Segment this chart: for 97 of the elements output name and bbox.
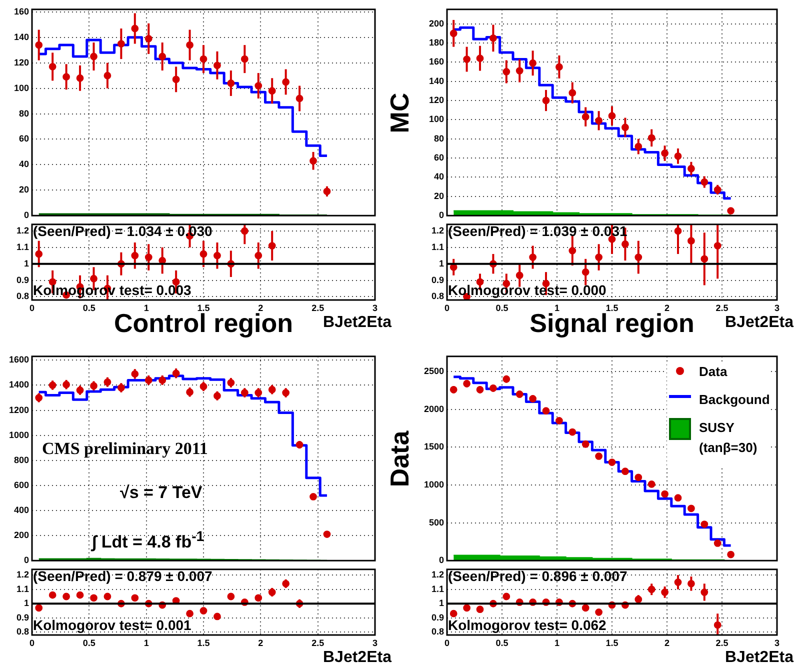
x-tick-label: 2.5	[716, 638, 728, 648]
x-tick-label: 3	[372, 302, 378, 313]
y-tick-label: 20	[434, 190, 444, 201]
legend-label: Data	[699, 363, 728, 381]
y-tick-label: 0	[24, 210, 29, 220]
x-tick-label: 0.5	[82, 638, 96, 648]
x-axis-title: BJet2Eta	[323, 314, 392, 332]
x-tick-label: 1.5	[606, 302, 618, 313]
x-tick-label: 3	[372, 638, 378, 648]
y-tick-label: 1.1	[16, 584, 29, 594]
x-tick-label: 1	[144, 638, 149, 648]
y-tick-label: 120	[428, 94, 444, 105]
y-axis-title: Data	[384, 430, 416, 487]
y-tick-label: 0.9	[16, 274, 29, 285]
annotation: √s = 7 TeV	[120, 483, 202, 503]
point	[727, 550, 734, 558]
y-tick-label: 0.8	[431, 291, 444, 302]
x-tick-label: 0.5	[82, 302, 96, 313]
y-tick-label: 1200	[8, 404, 29, 415]
y-tick-label: 180	[428, 37, 444, 48]
x-axis-title: BJet2Eta	[725, 314, 794, 332]
y-tick-label: 20	[18, 184, 29, 195]
x-tick-label: 1.5	[197, 638, 210, 648]
annotation: ∫ Ldt = 4.8 fb$^{-1}$	[92, 529, 204, 552]
y-tick-label: 100	[428, 114, 444, 124]
x-tick-label: 2	[664, 302, 670, 313]
y-tick-label: 400	[14, 504, 29, 515]
y-tick-label: 60	[18, 134, 29, 144]
y-tick-label: 200	[428, 18, 444, 28]
y-tick-label: 80	[434, 133, 444, 144]
y-tick-label: 1.2	[431, 225, 444, 236]
point	[714, 540, 722, 547]
y-tick-label: 600	[14, 480, 29, 490]
y-tick-label: 0.8	[16, 626, 29, 637]
y-tick-label: 1	[24, 598, 29, 608]
x-axis-title: BJet2Eta	[725, 649, 794, 666]
x-tick-label: 3	[774, 638, 780, 648]
y-tick-label: 0.8	[16, 291, 29, 302]
x-tick-label: 0.5	[496, 302, 508, 313]
y-tick-label: 1	[24, 258, 29, 268]
annotation: Kolmogorov test= 0.001	[33, 616, 192, 633]
y-tick-label: 0.9	[431, 612, 444, 622]
y-tick-label: 1000	[424, 479, 444, 490]
annotation: CMS preliminary 2011	[42, 439, 208, 459]
y-tick-label: 2000	[424, 404, 444, 414]
y-tick-label: 120	[14, 57, 29, 68]
y-tick-label: 1	[438, 598, 444, 608]
y-tick-label: 140	[14, 32, 29, 42]
y-tick-label: 0	[438, 555, 444, 566]
legend-label: Backgound	[699, 391, 770, 409]
y-tick-label: 1.2	[431, 570, 444, 580]
annotation: (Seen/Pred) = 0.896 ± 0.007	[448, 568, 628, 584]
y-tick-label: 40	[434, 172, 444, 182]
x-tick-label: 2	[258, 638, 264, 648]
y-tick-label: 1400	[8, 380, 29, 390]
x-tick-label: 0.5	[496, 638, 508, 648]
y-tick-label: 1.1	[431, 584, 444, 594]
y-tick-label: 800	[14, 454, 29, 465]
x-tick-label: 1	[554, 302, 560, 313]
x-tick-label: 2	[664, 638, 670, 648]
x-tick-label: 2.5	[716, 302, 728, 313]
x-tick-label: 1	[554, 638, 560, 648]
x-tick-label: 3	[774, 302, 780, 313]
y-tick-label: 1.2	[16, 225, 29, 236]
y-tick-label: 0.9	[431, 274, 444, 285]
annotation: (Seen/Pred) = 0.879 ± 0.007	[33, 568, 212, 584]
x-tick-label: 2.5	[312, 638, 324, 648]
x-axis-title: BJet2Eta	[323, 649, 392, 666]
y-tick-label: 40	[18, 159, 29, 170]
legend-label: SUSY (tanβ=30)	[699, 419, 758, 457]
annotation: Kolmogorov test= 0.062	[448, 616, 606, 633]
y-tick-label: 1.1	[431, 242, 444, 252]
y-tick-label: 500	[428, 517, 444, 528]
y-tick-label: 1.2	[16, 570, 29, 580]
x-tick-label: 1	[144, 302, 149, 313]
x-tick-label: 1.5	[197, 302, 210, 313]
x-tick-label: 2	[258, 302, 264, 313]
y-tick-label: 0.8	[431, 626, 444, 637]
y-tick-label: 1	[438, 258, 444, 268]
y-tick-label: 160	[14, 6, 29, 16]
y-tick-label: 160	[428, 56, 444, 67]
y-tick-label: 200	[14, 530, 29, 540]
y-tick-label: 60	[434, 152, 444, 163]
y-axis-title: MC	[384, 92, 416, 133]
y-tick-label: 0	[24, 555, 29, 566]
x-tick-label: 2.5	[312, 302, 324, 313]
x-tick-label: 1.5	[606, 638, 618, 648]
y-tick-label: 1600	[8, 354, 29, 365]
y-tick-label: 1000	[8, 430, 29, 440]
y-tick-label: 100	[14, 82, 29, 93]
y-tick-label: 2500	[424, 366, 444, 376]
y-tick-label: 0	[438, 210, 444, 220]
y-tick-label: 0.9	[16, 612, 29, 622]
y-tick-label: 1500	[424, 442, 444, 452]
y-tick-label: 80	[18, 108, 29, 118]
y-tick-label: 1.1	[16, 242, 29, 252]
y-tick-label: 140	[428, 76, 444, 86]
